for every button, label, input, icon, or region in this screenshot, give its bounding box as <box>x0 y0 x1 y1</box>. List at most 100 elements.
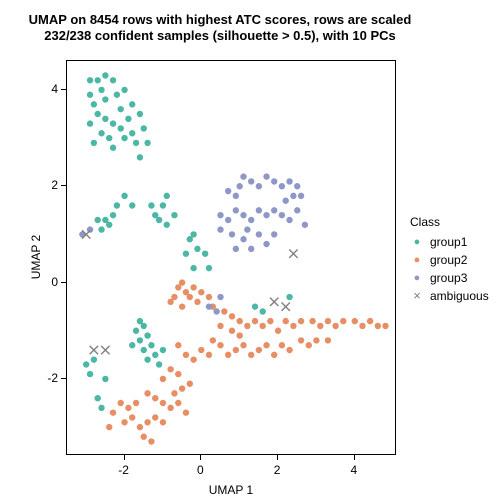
point-group2 <box>190 284 196 290</box>
point-group3 <box>225 188 231 194</box>
x-axis-label: UMAP 1 <box>66 483 396 497</box>
figure: UMAP on 8454 rows with highest ATC score… <box>0 0 504 504</box>
point-group3 <box>240 236 246 242</box>
point-group1 <box>252 303 258 309</box>
point-group1 <box>94 395 100 401</box>
point-group1 <box>102 96 108 102</box>
point-group2 <box>359 323 365 329</box>
point-group2 <box>133 400 139 406</box>
point-group2 <box>175 400 181 406</box>
point-group2 <box>283 318 289 324</box>
point-group2 <box>106 424 112 430</box>
point-group1 <box>114 92 120 98</box>
legend-item-group2: ●group2 <box>410 251 489 269</box>
point-group2 <box>160 376 166 382</box>
point-group1 <box>183 250 189 256</box>
point-group3 <box>256 183 262 189</box>
y-tick-mark <box>61 282 66 283</box>
point-group1 <box>87 77 93 83</box>
point-group2 <box>259 323 265 329</box>
point-group2 <box>271 352 277 358</box>
point-group3 <box>236 183 242 189</box>
point-group2 <box>236 332 242 338</box>
point-group2 <box>160 400 166 406</box>
title-line-2: 232/238 confident samples (silhouette > … <box>0 28 440 44</box>
point-group3 <box>225 217 231 223</box>
point-group1 <box>102 376 108 382</box>
legend-title: Class <box>410 215 489 229</box>
point-group3 <box>279 183 285 189</box>
point-group2 <box>129 414 135 420</box>
point-group3 <box>217 294 223 300</box>
point-group3 <box>298 193 304 199</box>
point-group1 <box>102 72 108 78</box>
point-group1 <box>129 130 135 136</box>
point-group1 <box>87 120 93 126</box>
point-group1 <box>144 356 150 362</box>
point-group2 <box>252 318 258 324</box>
point-group1 <box>121 87 127 93</box>
point-group1 <box>106 222 112 228</box>
point-group2 <box>137 424 143 430</box>
point-group2 <box>313 337 319 343</box>
point-group2 <box>279 342 285 348</box>
point-group2 <box>325 318 331 324</box>
point-group1 <box>110 212 116 218</box>
point-group1 <box>125 116 131 122</box>
x-tick-label: -2 <box>118 463 129 477</box>
point-group1 <box>156 361 162 367</box>
point-group2 <box>179 385 185 391</box>
x-tick-label: 0 <box>197 463 204 477</box>
point-group1 <box>133 328 139 334</box>
point-group1 <box>190 265 196 271</box>
point-group2 <box>198 289 204 295</box>
point-group1 <box>121 193 127 199</box>
point-group1 <box>160 202 166 208</box>
legend-label: group2 <box>430 253 467 267</box>
point-group1 <box>114 202 120 208</box>
point-group3 <box>248 178 254 184</box>
point-group3 <box>271 178 277 184</box>
point-group2 <box>382 323 388 329</box>
point-group1 <box>87 92 93 98</box>
point-group1 <box>148 202 154 208</box>
point-group2 <box>171 390 177 396</box>
point-group3 <box>217 226 223 232</box>
point-group3 <box>233 193 239 199</box>
point-group3 <box>248 246 254 252</box>
point-group2 <box>187 381 193 387</box>
point-group2 <box>210 337 216 343</box>
point-group3 <box>233 207 239 213</box>
point-group1 <box>141 347 147 353</box>
point-group1 <box>98 130 104 136</box>
title-line-1: UMAP on 8454 rows with highest ATC score… <box>0 12 440 28</box>
x-tick-label: 2 <box>274 463 281 477</box>
point-group2 <box>187 294 193 300</box>
point-group3 <box>286 217 292 223</box>
point-group2 <box>221 308 227 314</box>
point-group1 <box>152 352 158 358</box>
point-group1 <box>144 332 150 338</box>
point-group3 <box>244 226 250 232</box>
point-group2 <box>298 318 304 324</box>
point-group3 <box>240 212 246 218</box>
point-group1 <box>94 217 100 223</box>
point-group1 <box>121 135 127 141</box>
x-tick-mark <box>200 455 201 460</box>
point-group1 <box>144 140 150 146</box>
point-group2 <box>233 347 239 353</box>
point-group3 <box>263 173 269 179</box>
point-group1 <box>87 371 93 377</box>
point-group3 <box>256 207 262 213</box>
point-group3 <box>283 197 289 203</box>
point-group1 <box>164 193 170 199</box>
point-group1 <box>137 154 143 160</box>
point-group2 <box>244 323 250 329</box>
point-group2 <box>198 347 204 353</box>
point-group2 <box>148 438 154 444</box>
point-group3 <box>263 241 269 247</box>
point-group1 <box>194 246 200 252</box>
point-group3 <box>286 178 292 184</box>
point-group1 <box>206 265 212 271</box>
point-group2 <box>141 434 147 440</box>
